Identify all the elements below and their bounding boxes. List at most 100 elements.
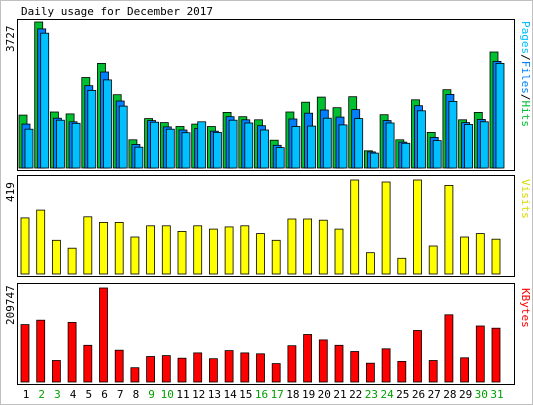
- bar-kbytes-day-13: [208, 358, 218, 383]
- day-label-21: 21: [333, 388, 346, 401]
- bar-pages-day-21: [338, 124, 348, 169]
- bar-pages-day-9: [150, 121, 160, 169]
- bar-kbytes-day-15: [240, 352, 250, 383]
- day-label-7: 7: [117, 388, 124, 401]
- day-label-23: 23: [365, 388, 378, 401]
- legend-separator-1: /: [519, 54, 532, 61]
- visits-bars: [20, 179, 501, 275]
- day-label-26: 26: [412, 388, 425, 401]
- bar-kbytes-day-20: [318, 339, 328, 383]
- bar-kbytes-day-1: [20, 324, 30, 383]
- legend-files: Files: [519, 61, 532, 94]
- bar-visits-day-17: [271, 239, 281, 275]
- bar-pages-day-20: [322, 117, 332, 169]
- bar-visits-day-20: [318, 219, 328, 275]
- day-label-27: 27: [428, 388, 441, 401]
- bar-pages-day-4: [71, 122, 81, 169]
- day-label-18: 18: [286, 388, 299, 401]
- legend-separator-2: /: [519, 94, 532, 101]
- bar-pages-day-14: [228, 119, 238, 169]
- bar-kbytes-day-19: [303, 334, 313, 383]
- bar-pages-day-30: [479, 121, 489, 169]
- bar-kbytes-day-21: [334, 344, 344, 383]
- bar-kbytes-day-3: [52, 360, 61, 383]
- bar-visits-day-25: [397, 257, 407, 275]
- bar-visits-day-15: [240, 225, 250, 275]
- bar-kbytes-day-31: [491, 327, 501, 383]
- bar-pages-day-22: [354, 118, 364, 169]
- day-label-3: 3: [54, 388, 61, 401]
- day-axis-labels: 1 2 3 4 5 6 7 8 9 10 11 12 13 14 15 16 17 18 19 20 21 22 23 24 2…: [23, 388, 504, 401]
- bar-visits-day-24: [381, 181, 391, 275]
- day-label-20: 20: [318, 388, 331, 401]
- bar-visits-day-16: [256, 233, 265, 275]
- bar-kbytes-day-14: [224, 350, 234, 383]
- day-label-30: 30: [475, 388, 488, 401]
- day-label-15: 15: [239, 388, 252, 401]
- visits-max-label: 419: [4, 182, 17, 202]
- bar-visits-day-8: [130, 236, 140, 275]
- bar-pages-day-2: [40, 32, 50, 169]
- bar-kbytes-day-30: [475, 325, 485, 383]
- bar-visits-day-7: [114, 221, 124, 275]
- bar-kbytes-day-29: [460, 357, 470, 383]
- day-label-13: 13: [208, 388, 221, 401]
- bar-kbytes-day-16: [256, 353, 265, 383]
- bar-pages-day-28: [448, 101, 458, 169]
- bar-pages-day-24: [385, 122, 395, 169]
- bar-visits-day-26: [413, 179, 422, 275]
- day-label-17: 17: [271, 388, 284, 401]
- kbytes-bars: [20, 287, 501, 383]
- bar-kbytes-day-28: [444, 314, 454, 383]
- hits-max-label: 3727: [4, 26, 17, 53]
- day-label-12: 12: [192, 388, 205, 401]
- day-label-22: 22: [349, 388, 362, 401]
- bar-pages-day-16: [260, 129, 269, 169]
- bar-kbytes-day-10: [161, 355, 171, 383]
- bar-kbytes-day-27: [428, 360, 438, 383]
- bar-visits-day-5: [83, 216, 93, 275]
- day-label-9: 9: [148, 388, 155, 401]
- bar-kbytes-day-2: [36, 319, 46, 383]
- bar-kbytes-day-17: [271, 363, 281, 383]
- day-label-5: 5: [85, 388, 92, 401]
- bar-pages-day-23: [369, 152, 379, 169]
- bar-kbytes-day-12: [193, 352, 203, 383]
- bar-kbytes-day-18: [287, 345, 297, 383]
- bar-visits-day-18: [287, 218, 297, 275]
- bar-kbytes-day-5: [83, 344, 93, 383]
- legend-hits: Hits: [519, 101, 532, 128]
- bar-pages-day-3: [56, 119, 65, 169]
- bar-pages-day-7: [118, 105, 128, 169]
- hits-bars: [18, 21, 505, 169]
- bar-visits-day-22: [350, 179, 360, 275]
- bar-pages-day-10: [165, 128, 175, 169]
- bar-visits-day-1: [20, 217, 30, 275]
- bar-pages-day-29: [464, 124, 474, 169]
- day-label-4: 4: [70, 388, 77, 401]
- bar-pages-day-27: [432, 140, 442, 169]
- legend-pages: Pages: [519, 21, 532, 54]
- day-label-29: 29: [459, 388, 472, 401]
- bar-pages-day-31: [495, 63, 505, 169]
- day-label-11: 11: [176, 388, 189, 401]
- day-label-31: 31: [490, 388, 503, 401]
- bar-kbytes-day-11: [177, 357, 187, 383]
- bar-kbytes-day-26: [413, 330, 422, 383]
- day-label-6: 6: [101, 388, 108, 401]
- bar-kbytes-day-22: [350, 351, 360, 383]
- bar-kbytes-day-7: [114, 349, 124, 383]
- bar-kbytes-day-9: [146, 356, 156, 383]
- bar-visits-day-4: [67, 247, 77, 275]
- bar-visits-day-10: [161, 225, 171, 275]
- bar-visits-day-6: [99, 221, 108, 275]
- bar-visits-day-30: [475, 233, 485, 275]
- bar-visits-day-9: [146, 225, 156, 275]
- bar-visits-day-3: [52, 239, 61, 275]
- bar-visits-day-14: [224, 226, 234, 275]
- bar-visits-day-23: [365, 252, 375, 275]
- day-label-10: 10: [161, 388, 174, 401]
- bar-pages-day-12: [197, 121, 207, 169]
- bar-pages-day-11: [181, 132, 191, 169]
- bar-pages-day-8: [134, 146, 144, 169]
